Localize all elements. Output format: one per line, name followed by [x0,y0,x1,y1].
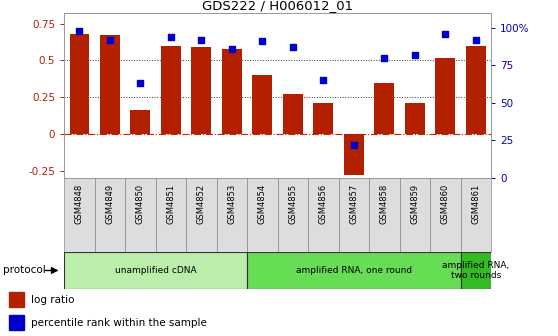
Bar [283,94,303,134]
Text: log ratio: log ratio [31,295,74,305]
Point [410,52,419,57]
Text: GSM4855: GSM4855 [288,184,297,224]
Bar [400,178,430,252]
Bar [466,46,485,134]
Bar [64,178,95,252]
Bar [9,292,24,307]
Point [319,78,328,83]
Text: GSM4850: GSM4850 [136,184,145,224]
Bar [405,103,425,134]
Point [228,46,237,51]
Point [472,37,480,42]
Bar [247,252,460,289]
Bar [247,178,277,252]
Point [380,55,389,60]
Bar [9,315,24,331]
Bar [186,178,217,252]
Text: amplified RNA,
two rounds: amplified RNA, two rounds [442,261,509,280]
Bar [435,57,455,134]
Bar [460,178,491,252]
Bar [95,178,125,252]
Bar [161,46,181,134]
Text: GSM4857: GSM4857 [349,184,358,224]
Bar [344,134,364,175]
Bar [430,178,460,252]
Point [197,37,206,42]
Bar [64,252,247,289]
Bar [278,178,308,252]
Text: GSM4856: GSM4856 [319,184,328,224]
Text: GSM4854: GSM4854 [258,184,267,224]
Text: percentile rank within the sample: percentile rank within the sample [31,318,206,328]
Bar [100,36,120,134]
Text: amplified RNA, one round: amplified RNA, one round [296,266,412,275]
Bar [339,178,369,252]
Text: protocol: protocol [3,265,46,276]
Bar [131,111,150,134]
Point [75,28,84,33]
Text: GSM4852: GSM4852 [197,184,206,224]
Point [288,45,297,50]
Text: GSM4851: GSM4851 [166,184,175,224]
Bar [191,47,211,134]
Bar [217,178,247,252]
Point [349,142,358,148]
Point [166,34,175,39]
Bar [314,103,333,134]
Point [105,37,114,42]
Text: GSM4849: GSM4849 [105,184,114,224]
Point [136,81,145,86]
Bar [460,252,491,289]
Text: GSM4848: GSM4848 [75,184,84,224]
Point [441,31,450,36]
Bar [125,178,156,252]
Bar [222,49,242,134]
Bar [70,34,89,134]
Bar [156,178,186,252]
Bar [374,83,395,134]
Bar [308,178,339,252]
Bar [252,75,272,134]
Text: GSM4861: GSM4861 [472,184,480,224]
Point [258,39,267,44]
Text: unamplified cDNA: unamplified cDNA [115,266,196,275]
Bar [369,178,400,252]
Text: GSM4858: GSM4858 [380,184,389,224]
Text: GSM4859: GSM4859 [410,184,419,224]
Title: GDS222 / H006012_01: GDS222 / H006012_01 [202,0,353,12]
Text: GSM4853: GSM4853 [227,184,237,224]
Text: GSM4860: GSM4860 [441,184,450,224]
